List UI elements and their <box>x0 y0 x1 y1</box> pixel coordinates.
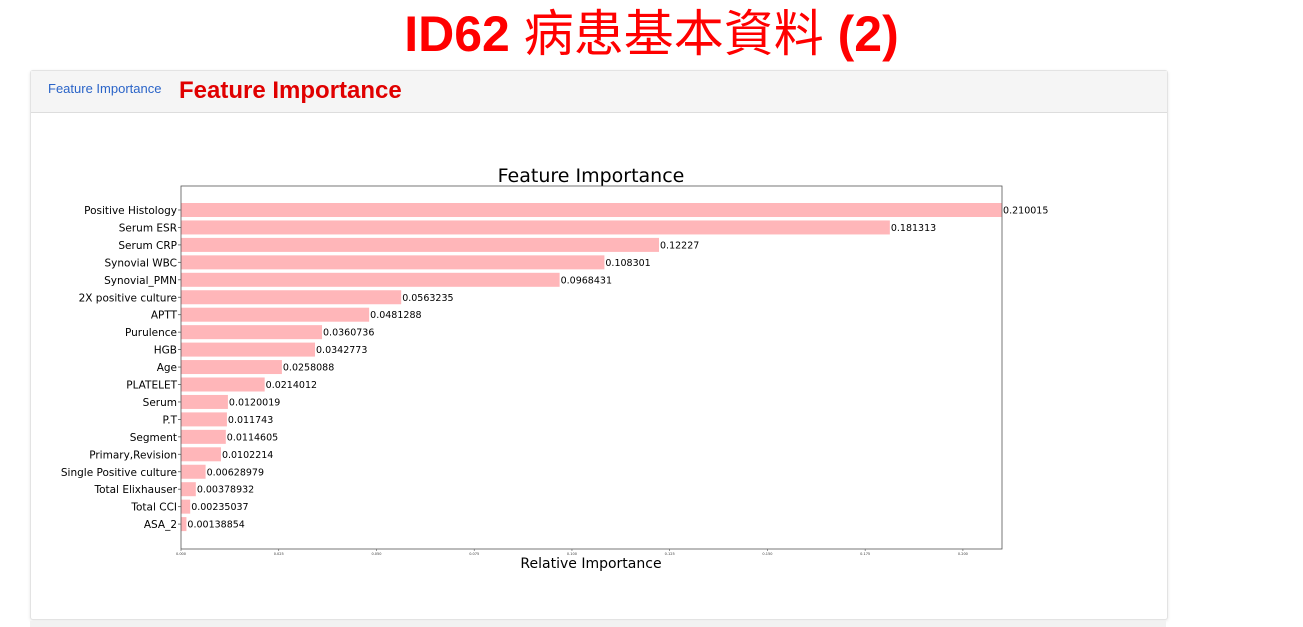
bar <box>181 255 605 270</box>
category-label: Positive Histology <box>84 205 177 217</box>
slide-title-suffix: (2) <box>837 6 899 62</box>
bar-value-label: 0.181313 <box>891 223 936 234</box>
feature-importance-card: Feature Importance Feature Importance <box>30 70 1168 620</box>
overlay-title: Feature Importance <box>179 77 402 104</box>
bar-value-label: 0.108301 <box>605 258 650 269</box>
bar-value-label: 0.0481288 <box>370 310 421 321</box>
x-axis-label: Relative Importance <box>520 556 661 572</box>
bar <box>181 464 206 479</box>
bar <box>181 394 228 409</box>
x-tick-label: 0.100 <box>567 552 577 556</box>
category-label: Age <box>157 362 177 374</box>
x-tick-label: 0.000 <box>176 552 186 556</box>
bar-value-label: 0.0342773 <box>316 345 367 356</box>
x-tick-label: 0.150 <box>762 552 772 556</box>
bar <box>181 307 370 322</box>
bar-value-label: 0.0214012 <box>266 380 317 391</box>
slide-title-id: ID62 <box>404 6 510 62</box>
chart-title: Feature Importance <box>498 165 685 187</box>
bar <box>181 482 196 497</box>
category-label: HGB <box>154 345 177 357</box>
bar-value-label: 0.210015 <box>1003 206 1048 217</box>
bar <box>181 499 191 514</box>
bar-value-label: 0.00378932 <box>197 485 254 496</box>
bar-value-label: 0.0114605 <box>227 432 278 443</box>
bar-value-label: 0.0360736 <box>323 328 374 339</box>
bar-value-label: 0.12227 <box>660 240 699 251</box>
category-label: ASA_2 <box>144 519 177 531</box>
bar-value-label: 0.0258088 <box>283 363 334 374</box>
bar <box>181 325 323 340</box>
bar <box>181 517 187 532</box>
bar <box>181 447 221 462</box>
bar <box>181 360 282 375</box>
category-label: Single Positive culture <box>61 467 177 479</box>
category-label: Serum CRP <box>118 240 177 252</box>
category-label: P.T <box>163 414 178 426</box>
bar <box>181 412 227 427</box>
plot-frame <box>180 185 1003 550</box>
bar <box>181 342 316 357</box>
x-tick-label: 0.075 <box>469 552 479 556</box>
category-label: Synovial WBC <box>104 257 177 269</box>
slide-title-chinese: 病患基本資料 <box>523 6 824 62</box>
tab-feature-importance[interactable]: Feature Importance <box>48 81 162 96</box>
bar-value-label: 0.0968431 <box>561 275 612 286</box>
bar-value-label: 0.011743 <box>228 415 273 426</box>
category-label: 2X positive culture <box>79 292 177 304</box>
bar-value-label: 0.0563235 <box>402 293 453 304</box>
bar <box>181 203 1003 217</box>
bar <box>181 429 226 444</box>
x-tick-label: 0.175 <box>860 552 870 556</box>
category-label: Serum ESR <box>119 222 177 234</box>
bar <box>181 272 560 287</box>
category-label: Purulence <box>125 327 177 339</box>
category-label: Total Elixhauser <box>93 484 177 496</box>
slide-title: ID62 病患基本資料 (2) <box>0 2 1303 66</box>
category-label: Synovial_PMN <box>104 275 177 287</box>
bar <box>181 220 890 235</box>
category-label: Segment <box>130 432 177 444</box>
bar-value-label: 0.0120019 <box>229 397 280 408</box>
bar <box>181 290 402 305</box>
x-tick-label: 0.025 <box>274 552 284 556</box>
bar-value-label: 0.0102214 <box>222 450 273 461</box>
bar-value-label: 0.00235037 <box>191 502 248 513</box>
bar-value-label: 0.00138854 <box>187 520 244 531</box>
card-header: Feature Importance Feature Importance <box>31 71 1167 113</box>
bar <box>181 237 660 252</box>
category-label: PLATELET <box>126 380 177 392</box>
category-label: Primary,Revision <box>89 449 177 461</box>
bar <box>181 377 265 392</box>
bottom-rule <box>30 621 1166 627</box>
bar-value-label: 0.00628979 <box>207 467 264 478</box>
category-label: Total CCI <box>130 502 177 514</box>
category-label: APTT <box>151 310 178 322</box>
x-tick-label: 0.050 <box>371 552 381 556</box>
x-tick-label: 0.125 <box>665 552 675 556</box>
category-label: Serum <box>143 397 177 409</box>
x-tick-label: 0.200 <box>958 552 968 556</box>
